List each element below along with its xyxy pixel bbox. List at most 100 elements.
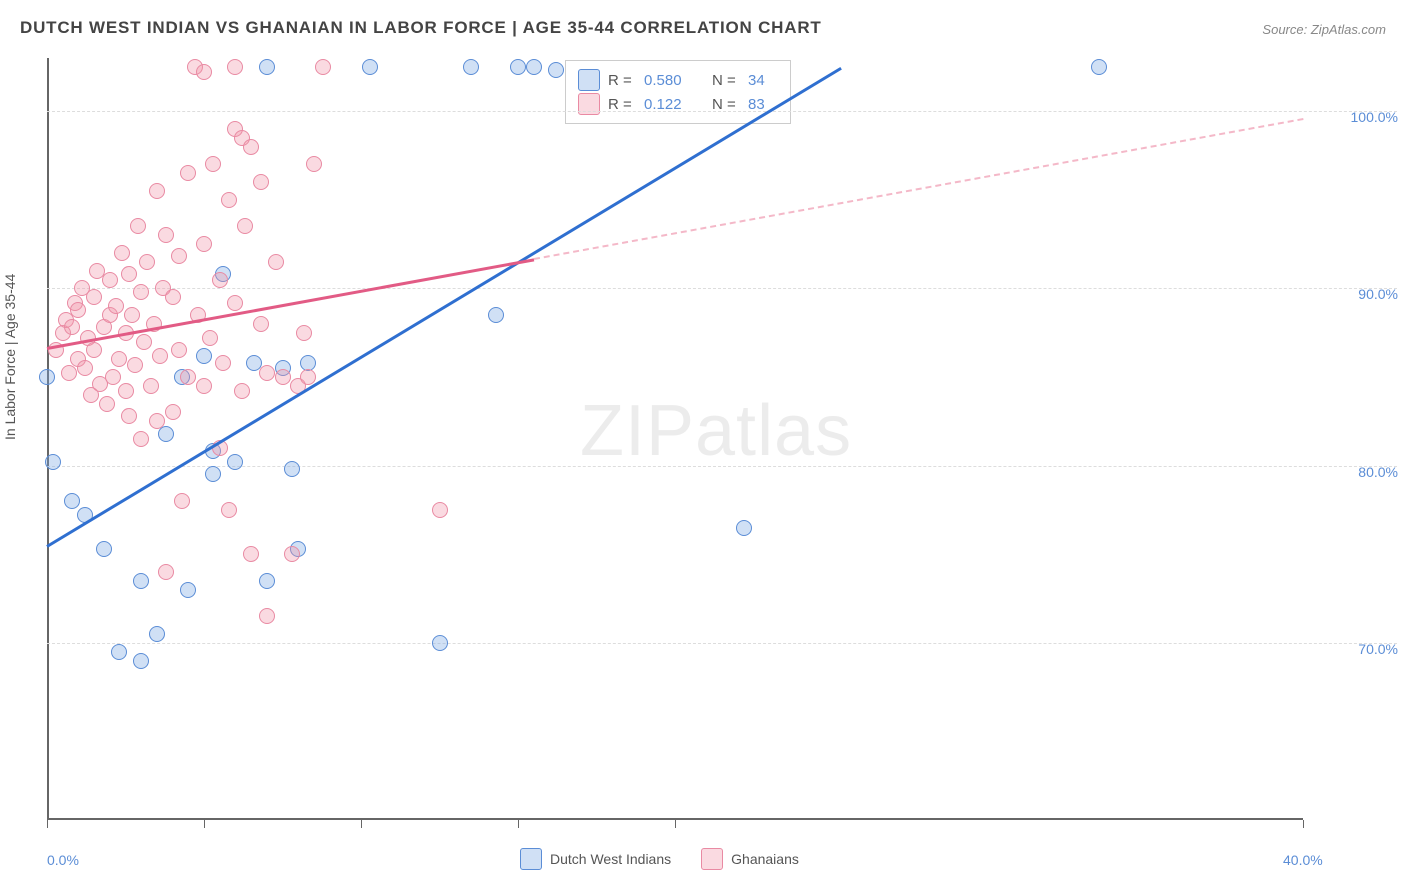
data-point xyxy=(221,502,237,518)
y-axis-label: In Labor Force | Age 35-44 xyxy=(2,274,18,440)
data-point xyxy=(139,254,155,270)
data-point xyxy=(149,626,165,642)
data-point xyxy=(180,369,196,385)
data-point xyxy=(171,342,187,358)
data-point xyxy=(61,365,77,381)
r-label: R = xyxy=(608,96,636,113)
data-point xyxy=(180,582,196,598)
data-point xyxy=(196,378,212,394)
data-point xyxy=(180,165,196,181)
data-point xyxy=(105,369,121,385)
data-point xyxy=(118,383,134,399)
data-point xyxy=(488,307,504,323)
data-point xyxy=(253,174,269,190)
gridline xyxy=(47,643,1397,644)
gridline xyxy=(47,288,1397,289)
data-point xyxy=(149,413,165,429)
legend-label-1: Dutch West Indians xyxy=(550,851,671,867)
data-point xyxy=(259,59,275,75)
data-point xyxy=(526,59,542,75)
data-point xyxy=(133,431,149,447)
gridline xyxy=(47,466,1397,467)
data-point xyxy=(152,348,168,364)
data-point xyxy=(362,59,378,75)
data-point xyxy=(86,289,102,305)
data-point xyxy=(127,357,143,373)
data-point xyxy=(136,334,152,350)
r-label: R = xyxy=(608,72,636,89)
plot-area xyxy=(47,58,1303,820)
data-point xyxy=(111,644,127,660)
data-point xyxy=(86,342,102,358)
data-point xyxy=(300,369,316,385)
data-point xyxy=(510,59,526,75)
data-point xyxy=(64,493,80,509)
data-point xyxy=(149,183,165,199)
x-tick-label: 0.0% xyxy=(47,852,79,868)
r-value-1: 0.580 xyxy=(644,72,704,89)
data-point xyxy=(243,546,259,562)
data-point xyxy=(39,369,55,385)
data-point xyxy=(124,307,140,323)
x-tick xyxy=(204,820,205,828)
data-point xyxy=(234,383,250,399)
data-point xyxy=(102,272,118,288)
data-point xyxy=(133,653,149,669)
gridline xyxy=(47,111,1397,112)
x-tick xyxy=(1303,820,1304,828)
data-point xyxy=(227,59,243,75)
x-tick-label: 40.0% xyxy=(1283,852,1323,868)
data-point xyxy=(227,295,243,311)
data-point xyxy=(212,272,228,288)
data-point xyxy=(64,319,80,335)
data-point xyxy=(165,404,181,420)
r-value-2: 0.122 xyxy=(644,96,704,113)
data-point xyxy=(463,59,479,75)
data-point xyxy=(432,635,448,651)
x-tick xyxy=(47,820,48,828)
data-point xyxy=(99,396,115,412)
legend-label-2: Ghanaians xyxy=(731,851,799,867)
y-tick-label: 80.0% xyxy=(1318,464,1398,480)
data-point xyxy=(202,330,218,346)
data-point xyxy=(121,266,137,282)
data-point xyxy=(174,493,190,509)
swatch-series-1 xyxy=(520,848,542,870)
data-point xyxy=(259,573,275,589)
data-point xyxy=(215,355,231,371)
data-point xyxy=(306,156,322,172)
chart-title: DUTCH WEST INDIAN VS GHANAIAN IN LABOR F… xyxy=(20,18,822,38)
data-point xyxy=(196,236,212,252)
data-point xyxy=(133,573,149,589)
swatch-series-1 xyxy=(578,69,600,91)
data-point xyxy=(284,461,300,477)
data-point xyxy=(296,325,312,341)
data-point xyxy=(253,316,269,332)
data-point xyxy=(205,466,221,482)
data-point xyxy=(165,289,181,305)
data-point xyxy=(121,408,137,424)
data-point xyxy=(243,139,259,155)
source-attribution: Source: ZipAtlas.com xyxy=(1262,22,1386,37)
data-point xyxy=(171,248,187,264)
data-point xyxy=(111,351,127,367)
data-point xyxy=(268,254,284,270)
data-point xyxy=(1091,59,1107,75)
y-tick-label: 90.0% xyxy=(1318,286,1398,302)
data-point xyxy=(259,608,275,624)
correlation-row-1: R = 0.580 N = 34 xyxy=(578,69,778,91)
data-point xyxy=(205,156,221,172)
data-point xyxy=(548,62,564,78)
source-label: Source: xyxy=(1262,22,1307,37)
x-tick xyxy=(518,820,519,828)
data-point xyxy=(221,192,237,208)
x-tick xyxy=(361,820,362,828)
data-point xyxy=(259,365,275,381)
data-point xyxy=(158,227,174,243)
data-point xyxy=(77,360,93,376)
data-point xyxy=(114,245,130,261)
data-point xyxy=(96,541,112,557)
n-value-1: 34 xyxy=(748,72,778,89)
correlation-legend: R = 0.580 N = 34 R = 0.122 N = 83 xyxy=(565,60,791,124)
data-point xyxy=(196,64,212,80)
